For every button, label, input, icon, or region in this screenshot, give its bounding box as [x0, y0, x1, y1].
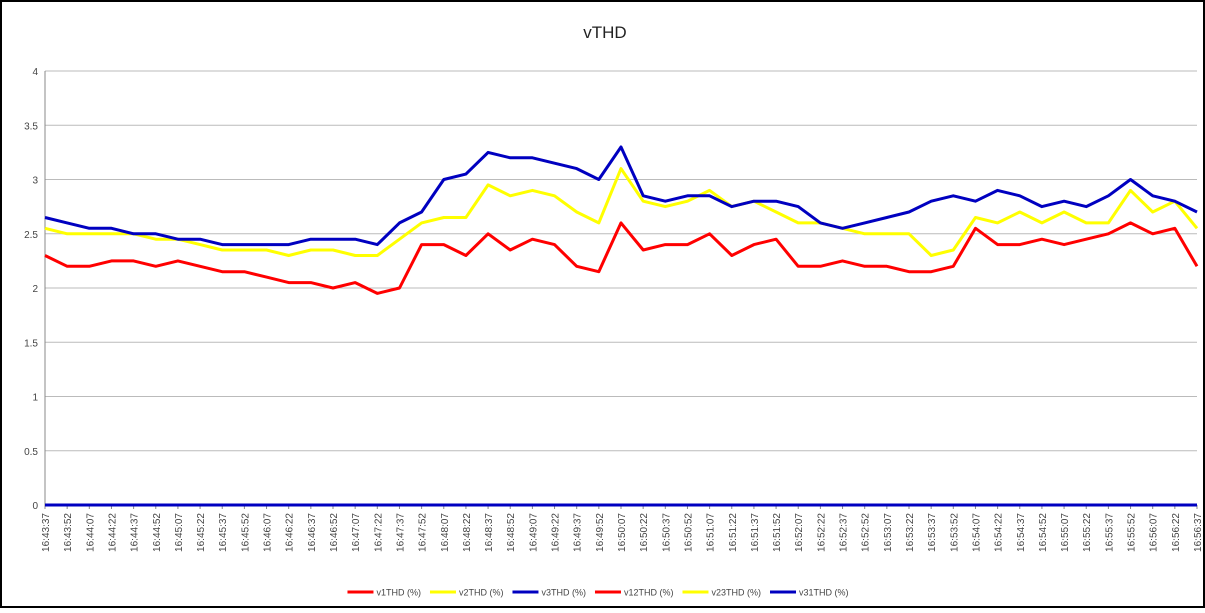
x-tick-label: 16:45:37 [218, 513, 229, 552]
x-tick-label: 16:46:07 [263, 513, 274, 552]
legend-label: v12THD (%) [624, 588, 674, 598]
x-tick-label: 16:53:37 [927, 513, 938, 552]
x-tick-label: 16:51:22 [728, 513, 739, 552]
y-tick-label: 0.5 [24, 447, 38, 458]
x-tick-label: 16:44:07 [85, 513, 96, 552]
x-tick-label: 16:43:37 [41, 513, 52, 552]
y-tick-label: 3.5 [24, 121, 38, 132]
y-tick-label: 0 [32, 501, 38, 512]
x-tick-label: 16:47:22 [373, 513, 384, 552]
x-tick-label: 16:54:52 [1038, 513, 1049, 552]
x-tick-label: 16:46:37 [307, 513, 318, 552]
x-tick-label: 16:47:37 [395, 513, 406, 552]
legend-label: v3THD (%) [541, 588, 586, 598]
y-tick-label: 3 [32, 176, 38, 187]
x-tick-label: 16:50:52 [683, 513, 694, 552]
x-tick-label: 16:48:07 [440, 513, 451, 552]
legend-label: v31THD (%) [799, 588, 849, 598]
y-tick-label: 1 [32, 393, 38, 404]
x-tick-label: 16:56:22 [1171, 513, 1182, 552]
series-line [44, 145, 1198, 247]
x-tick-label: 16:49:37 [573, 513, 584, 552]
x-tick-label: 16:46:52 [329, 513, 340, 552]
legend-label: v23THD (%) [711, 588, 761, 598]
x-tick-label: 16:51:52 [772, 513, 783, 552]
x-tick-label: 16:47:52 [418, 513, 429, 552]
x-tick-label: 16:50:22 [639, 513, 650, 552]
x-tick-label: 16:55:07 [1060, 513, 1071, 552]
x-tick-label: 16:54:37 [1016, 513, 1027, 552]
x-tick-label: 16:50:37 [661, 513, 672, 552]
x-tick-label: 16:56:07 [1149, 513, 1160, 552]
x-tick-label: 16:52:22 [816, 513, 827, 552]
x-tick-label: 16:48:52 [506, 513, 517, 552]
x-tick-label: 16:44:22 [107, 513, 118, 552]
x-tick-label: 16:45:07 [174, 513, 185, 552]
legend-label: v1THD (%) [376, 588, 421, 598]
x-tick-label: 16:54:22 [994, 513, 1005, 552]
x-tick-label: 16:44:52 [152, 513, 163, 552]
x-tick-label: 16:45:22 [196, 513, 207, 552]
x-tick-label: 16:47:07 [351, 513, 362, 552]
y-tick-label: 2.5 [24, 230, 38, 241]
x-tick-label: 16:50:07 [617, 513, 628, 552]
x-tick-label: 16:49:07 [528, 513, 539, 552]
x-tick-label: 16:51:37 [750, 513, 761, 552]
series-line [44, 167, 1199, 257]
y-tick-label: 2 [32, 284, 38, 295]
x-tick-label: 16:56:37 [1193, 513, 1204, 552]
legend-label: v2THD (%) [459, 588, 504, 598]
y-tick-label: 4 [32, 67, 38, 78]
series-line [44, 221, 1199, 295]
x-tick-label: 16:53:07 [883, 513, 894, 552]
x-tick-label: 16:46:22 [285, 513, 296, 552]
x-tick-label: 16:52:52 [861, 513, 872, 552]
x-tick-label: 16:54:07 [971, 513, 982, 552]
x-tick-label: 16:53:22 [905, 513, 916, 552]
x-tick-label: 16:48:22 [462, 513, 473, 552]
x-tick-label: 16:48:37 [484, 513, 495, 552]
x-tick-label: 16:49:22 [551, 513, 562, 552]
x-tick-label: 16:55:22 [1082, 513, 1093, 552]
x-tick-label: 16:53:52 [949, 513, 960, 552]
x-tick-label: 16:55:37 [1104, 513, 1115, 552]
x-tick-label: 16:55:52 [1127, 513, 1138, 552]
x-tick-label: 16:52:07 [794, 513, 805, 552]
x-tick-label: 16:44:37 [130, 513, 141, 552]
x-tick-label: 16:51:07 [706, 513, 717, 552]
legend: v1THD (%) v2THD (%) v3THD (%) v12THD (%) v23… [347, 588, 849, 598]
x-tick-label: 16:43:52 [63, 513, 74, 552]
x-tick-label: 16:52:37 [839, 513, 850, 552]
x-tick-label: 16:49:52 [595, 513, 606, 552]
y-tick-label: 1.5 [24, 338, 38, 349]
x-tick-label: 16:45:52 [240, 513, 251, 552]
chart-title: vTHD [583, 23, 626, 42]
